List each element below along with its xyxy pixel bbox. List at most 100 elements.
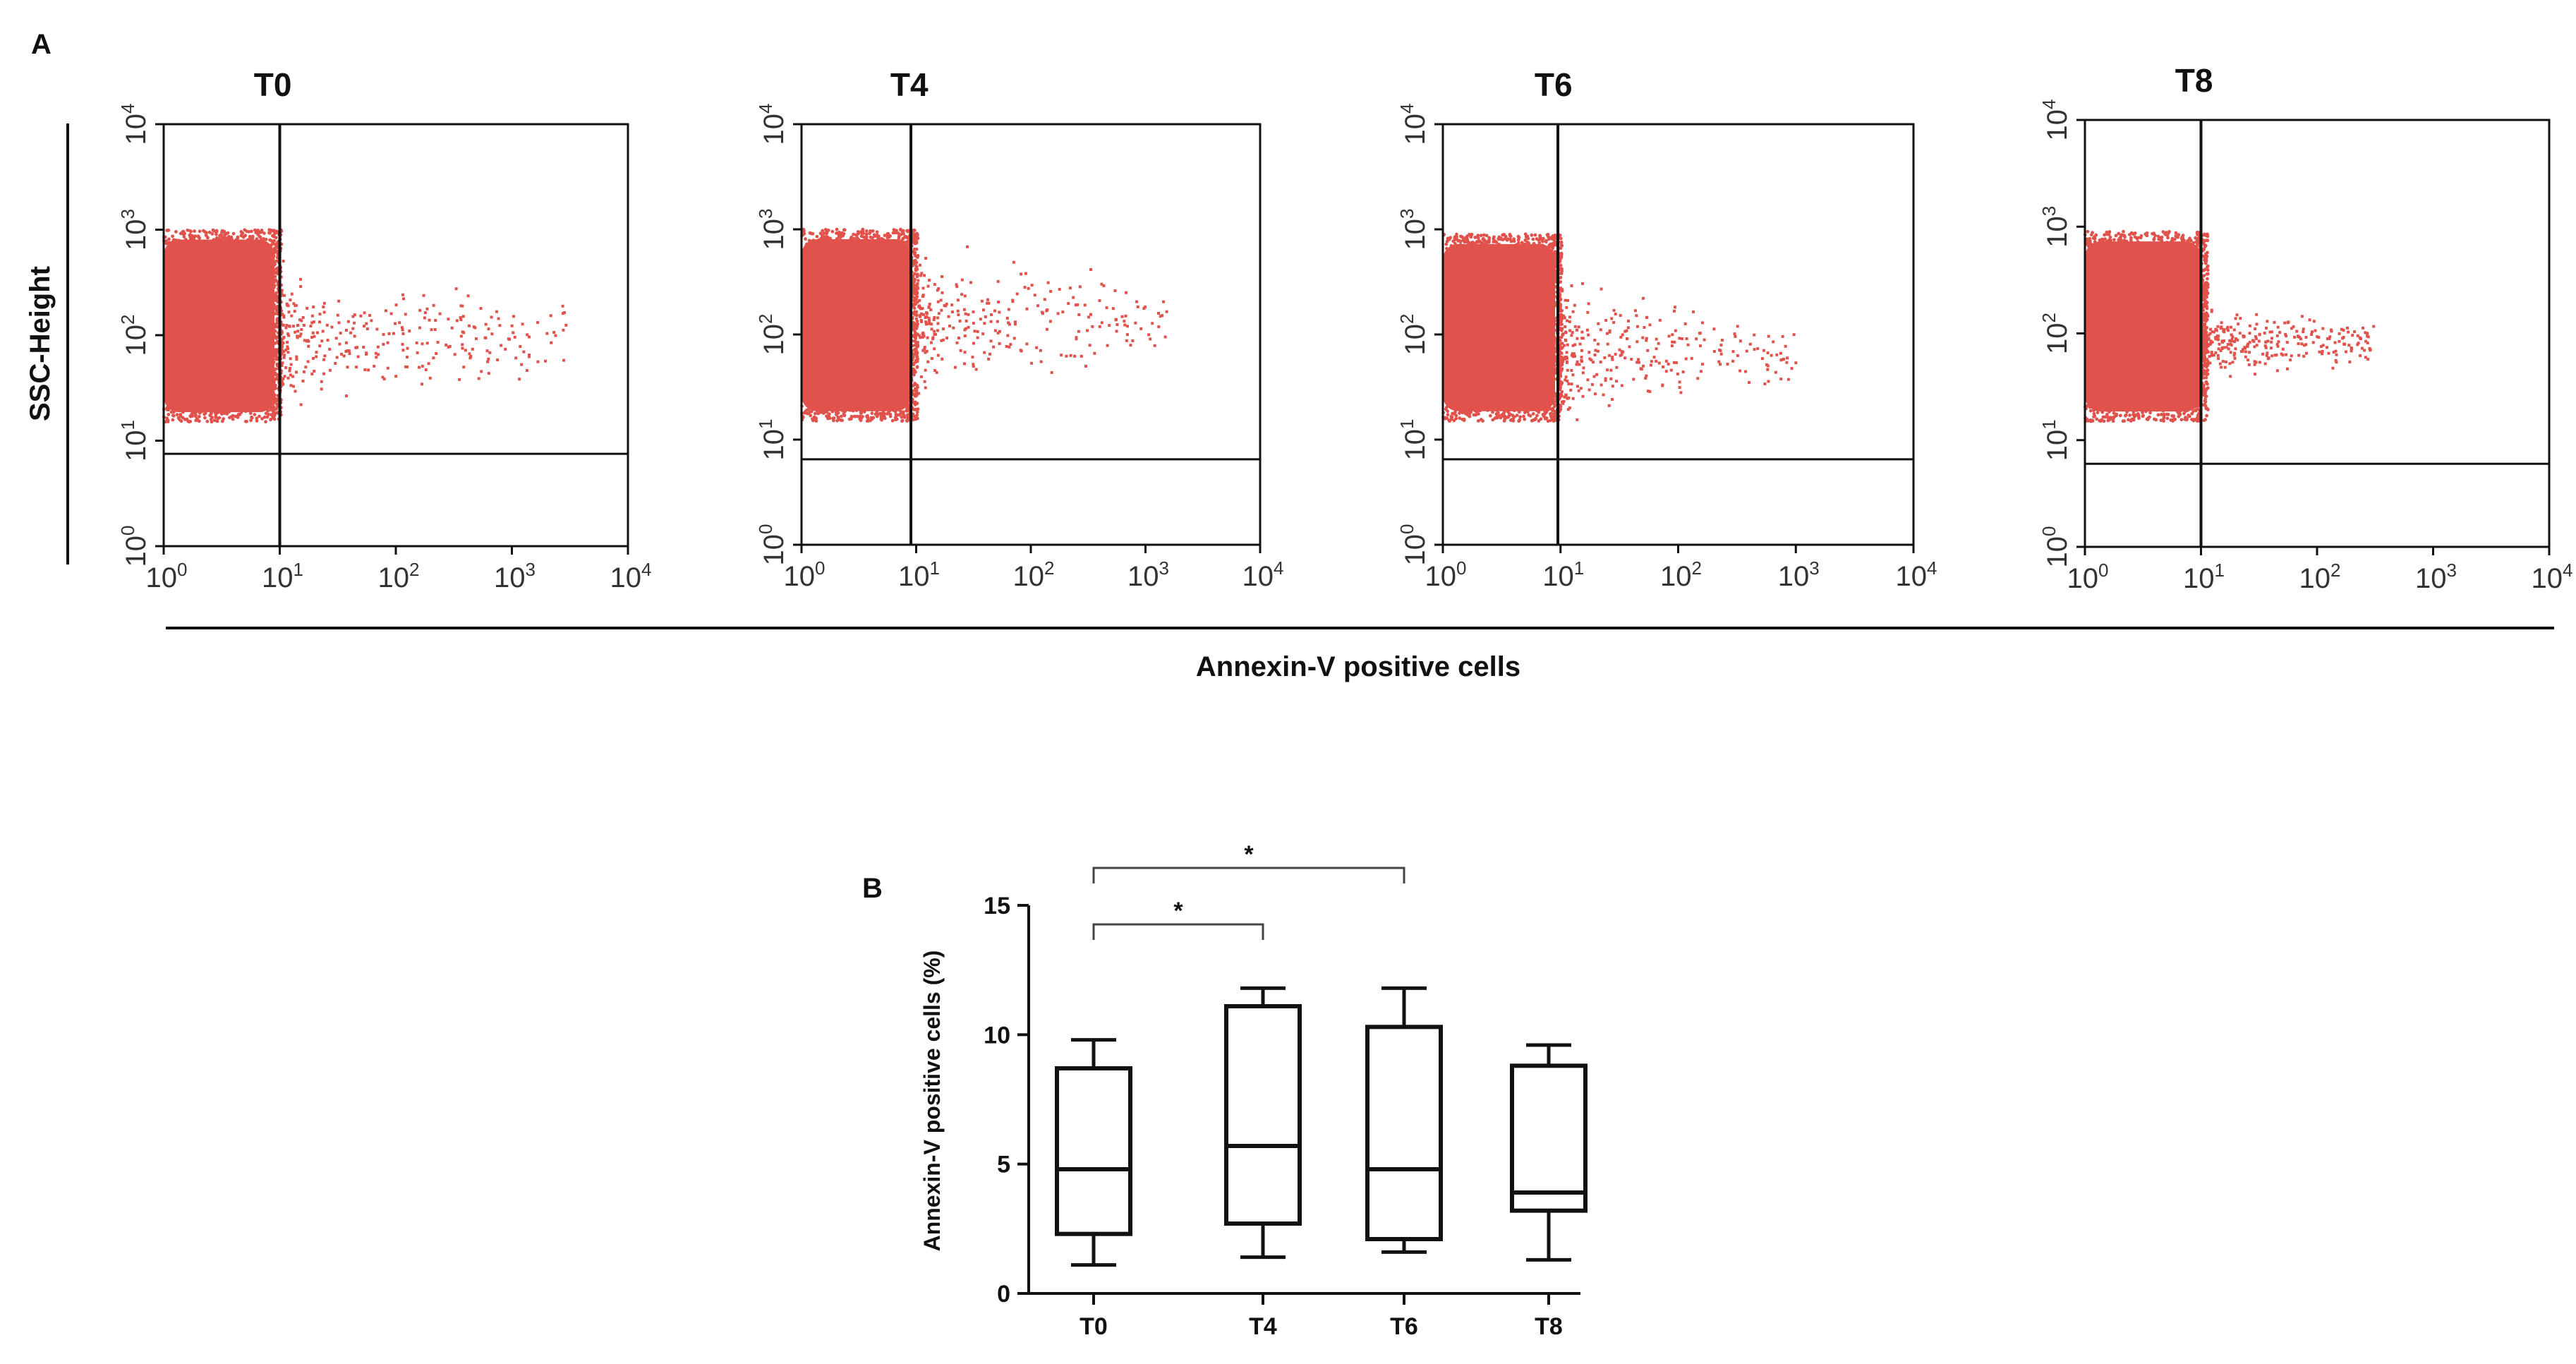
event-dot — [1766, 368, 1770, 371]
event-dot — [1610, 317, 1614, 320]
event-dot — [1652, 356, 1656, 359]
event-dot — [876, 236, 880, 240]
event-dot — [2204, 281, 2208, 285]
event-dot — [864, 229, 869, 233]
event-dot — [480, 370, 483, 373]
event-dot — [373, 364, 376, 368]
event-dot — [2369, 348, 2372, 351]
event-dot — [165, 416, 169, 421]
event-dot — [518, 378, 521, 381]
event-dot — [821, 240, 825, 244]
event-dot — [1718, 349, 1722, 352]
event-dot — [2227, 329, 2230, 332]
event-dot — [1445, 246, 1449, 251]
event-dot — [1511, 414, 1515, 418]
event-dot — [912, 251, 917, 255]
event-dot — [809, 414, 813, 418]
event-dot — [418, 308, 422, 312]
event-dot — [933, 315, 936, 319]
event-dot — [924, 316, 927, 320]
event-dot — [1700, 321, 1704, 325]
event-dot — [272, 251, 276, 255]
event-dot — [1770, 354, 1773, 357]
event-dot — [1560, 329, 1564, 332]
event-dot — [913, 292, 917, 296]
event-dot — [1456, 407, 1461, 411]
event-dot — [179, 419, 183, 423]
event-dot — [1449, 414, 1453, 418]
event-dot — [334, 337, 338, 340]
event-dot — [1632, 378, 1635, 381]
event-dot — [375, 327, 379, 331]
event-dot — [2278, 331, 2282, 334]
event-dot — [2248, 351, 2251, 354]
event-dot — [1645, 339, 1648, 342]
event-dot — [1626, 326, 1630, 330]
event-dot — [1088, 344, 1092, 347]
event-dot — [274, 348, 278, 351]
event-dot — [1558, 378, 1561, 381]
event-dot — [262, 407, 266, 411]
event-dot — [1444, 242, 1449, 246]
event-dot — [229, 241, 233, 246]
event-dot — [2229, 375, 2232, 378]
event-dot — [919, 336, 922, 339]
event-dot — [2093, 404, 2097, 409]
event-dot — [253, 243, 258, 246]
event-dot — [283, 375, 286, 378]
event-dot — [265, 415, 270, 419]
event-dot — [1089, 267, 1093, 271]
event-dot — [916, 340, 920, 344]
event-dot — [382, 378, 386, 381]
event-dot — [2133, 235, 2137, 239]
event-dot — [2143, 406, 2148, 411]
event-dot — [929, 341, 933, 344]
event-dot — [1559, 256, 1563, 260]
x-tick-label: 100 — [784, 557, 826, 592]
event-dot — [1553, 255, 1557, 259]
event-dot — [1614, 313, 1617, 316]
event-dot — [1573, 325, 1577, 328]
event-dot — [965, 319, 968, 322]
event-dot — [2176, 235, 2180, 239]
event-dot — [512, 315, 516, 318]
event-dot — [2244, 355, 2247, 358]
event-dot — [963, 328, 967, 332]
event-dot — [1067, 302, 1070, 306]
event-dot — [296, 334, 299, 338]
event-dot — [375, 356, 378, 359]
event-dot — [296, 323, 300, 327]
event-dot — [2202, 274, 2206, 278]
event-dot — [1115, 330, 1118, 333]
event-dot — [1674, 361, 1678, 364]
event-dot — [1561, 333, 1564, 337]
event-dot — [805, 242, 809, 246]
event-dot — [1645, 337, 1648, 340]
event-dot — [248, 236, 252, 239]
event-dot — [2210, 310, 2213, 313]
event-dot — [1794, 361, 1798, 365]
event-dot — [1560, 369, 1564, 373]
event-dot — [937, 287, 941, 291]
event-dot — [919, 263, 922, 267]
event-dot — [2297, 342, 2300, 346]
event-dot — [2088, 242, 2093, 246]
event-dot — [2196, 357, 2200, 361]
event-dot — [312, 356, 315, 360]
event-dot — [545, 332, 549, 335]
event-dot — [924, 320, 928, 324]
event-dot — [248, 411, 253, 416]
event-dot — [310, 372, 314, 375]
event-dot — [1080, 354, 1083, 358]
event-dot — [2241, 350, 2244, 354]
event-dot — [914, 352, 918, 356]
event-dot — [230, 239, 234, 243]
event-dot — [2317, 336, 2321, 339]
event-dot — [2195, 363, 2199, 367]
event-dot — [906, 313, 910, 317]
event-dot — [1027, 286, 1030, 290]
event-dot — [2196, 315, 2200, 320]
event-dot — [1013, 322, 1017, 326]
event-dot — [851, 409, 855, 413]
event-dot — [2219, 349, 2223, 352]
